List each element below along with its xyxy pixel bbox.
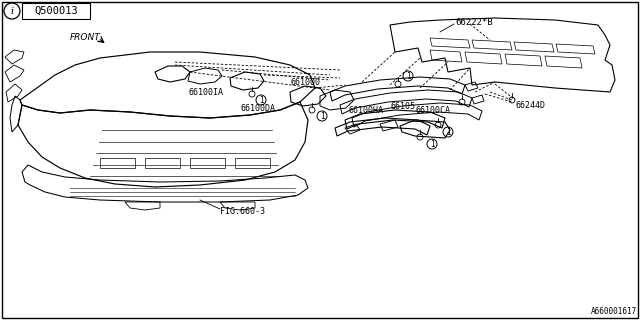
Text: 66100DA: 66100DA — [240, 104, 275, 113]
Text: 66244D: 66244D — [515, 100, 545, 109]
Text: 66100IA: 66100IA — [188, 88, 223, 97]
Text: 661000: 661000 — [290, 77, 320, 86]
Text: i: i — [10, 6, 13, 15]
Text: 66100CA: 66100CA — [415, 106, 450, 115]
Bar — [22, 3, 90, 19]
Text: 66105: 66105 — [390, 101, 415, 110]
Text: A660001617: A660001617 — [591, 307, 637, 316]
Text: FIG.660-3: FIG.660-3 — [220, 207, 265, 217]
Text: Q500013: Q500013 — [34, 6, 78, 16]
Text: 1: 1 — [445, 127, 451, 137]
Text: 1: 1 — [429, 140, 435, 148]
Text: FRONT: FRONT — [70, 33, 100, 42]
Text: 1: 1 — [406, 71, 410, 81]
Text: 66100HA: 66100HA — [348, 106, 383, 115]
Text: 66222*B: 66222*B — [455, 18, 493, 27]
Text: 1: 1 — [259, 95, 263, 105]
Text: 1: 1 — [320, 111, 324, 121]
